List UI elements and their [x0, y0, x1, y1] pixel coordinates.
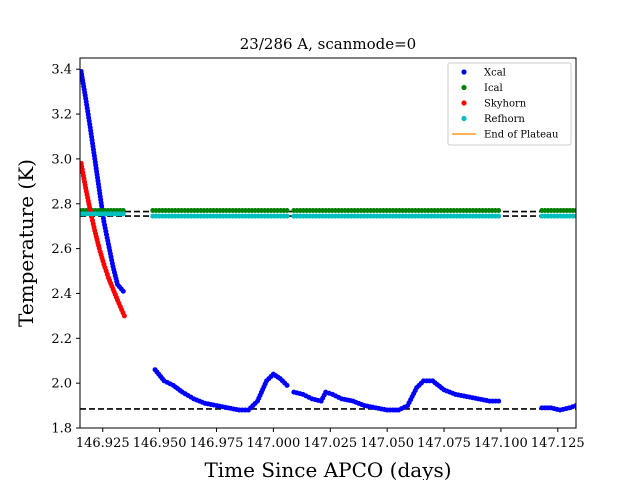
plot-frame — [79, 57, 577, 429]
point-refhorn — [573, 213, 576, 219]
y-axis-label: Temperature (K) — [14, 159, 38, 327]
x-tick-label: 147.125 — [531, 436, 585, 451]
legend-label-refhorn: Refhorn — [484, 114, 525, 125]
x-tick-label: 146.950 — [133, 436, 187, 451]
y-tick-label: 2.0 — [51, 377, 72, 392]
legend-marker-skyhorn — [461, 100, 467, 106]
point-refhorn — [120, 211, 126, 217]
point-xcal — [120, 288, 126, 294]
chart-title: 23/286 A, scanmode=0 — [240, 35, 416, 53]
x-tick-label: 147.000 — [247, 436, 301, 451]
x-axis-label: Time Since APCO (days) — [204, 458, 451, 480]
point-ical — [573, 207, 576, 213]
legend-entries: Xcal Ical Skyhorn Refhorn End of Plateau — [452, 68, 559, 141]
series-refhorn — [80, 211, 576, 219]
legend-label-end-of-plateau: End of Plateau — [484, 130, 559, 141]
legend-marker-ical — [461, 84, 467, 91]
legend-label-ical: Ical — [484, 83, 503, 94]
x-axis-ticks: 146.925 146.950 146.975 147.000 147.025 147.0… — [76, 428, 585, 451]
reference-lines — [80, 210, 576, 410]
legend: Xcal Ical Skyhorn Refhorn End of Plateau — [447, 62, 572, 146]
series-xcal — [80, 68, 576, 413]
y-tick-label: 1.8 — [51, 422, 72, 437]
legend-label-skyhorn: Skyhorn — [484, 99, 527, 110]
plot-area — [80, 68, 576, 413]
point-ical — [284, 207, 290, 213]
series-skyhorn — [80, 160, 127, 319]
x-tick-label: 147.075 — [417, 436, 471, 451]
legend-label-xcal: Xcal — [484, 68, 506, 79]
point-ical — [496, 207, 502, 213]
point-skyhorn — [121, 313, 127, 319]
x-tick-label: 147.050 — [360, 436, 414, 451]
y-tick-label: 2.4 — [51, 287, 72, 302]
point-xcal — [496, 398, 502, 404]
y-tick-label: 2.8 — [51, 197, 72, 212]
y-axis-ticks: 1.8 2.0 2.2 2.4 2.6 2.8 3.0 3.2 3.4 — [51, 63, 80, 437]
legend-box — [447, 62, 572, 146]
point-refhorn — [284, 213, 290, 219]
x-tick-label: 147.100 — [474, 436, 528, 451]
x-tick-label: 146.925 — [76, 436, 130, 451]
y-tick-label: 3.2 — [51, 108, 72, 123]
y-tick-label: 3.4 — [51, 63, 72, 78]
legend-marker-xcal — [461, 69, 467, 75]
point-xcal — [573, 403, 576, 409]
point-refhorn — [496, 213, 502, 219]
point-xcal — [284, 382, 290, 388]
y-tick-label: 2.2 — [51, 332, 72, 347]
series-layer — [80, 68, 576, 413]
legend-marker-refhorn — [461, 115, 467, 122]
x-tick-label: 146.975 — [190, 436, 244, 451]
y-tick-label: 2.6 — [51, 242, 72, 257]
x-tick-label: 147.025 — [303, 436, 357, 451]
y-tick-label: 3.0 — [51, 152, 72, 167]
